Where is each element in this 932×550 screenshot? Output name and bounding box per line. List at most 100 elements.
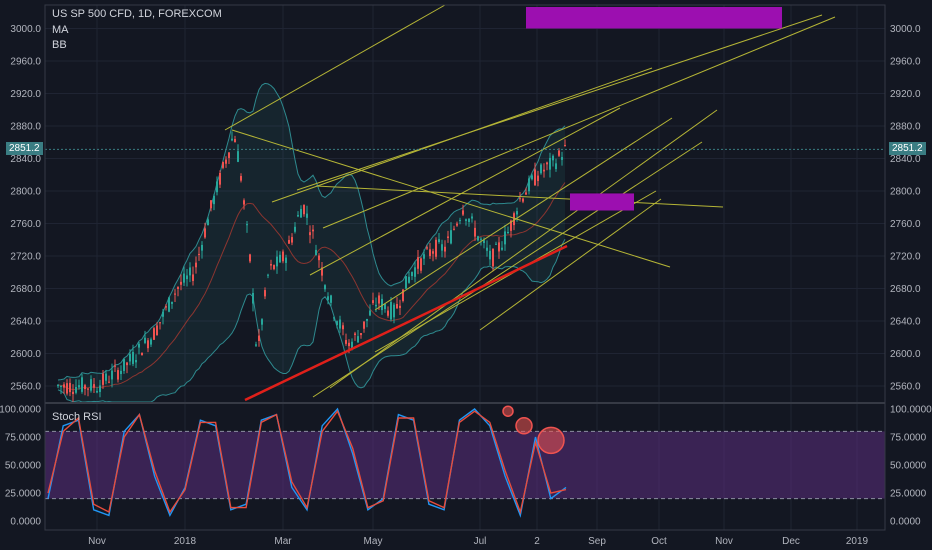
candle-body	[501, 247, 503, 250]
y-tick-label: 2960.0	[890, 57, 921, 68]
stoch-rsi-legend[interactable]: Stoch RSI	[52, 411, 102, 423]
candle-body	[510, 220, 512, 231]
candle-body	[120, 370, 122, 375]
candle-body	[138, 343, 140, 348]
support-line	[244, 244, 568, 402]
x-tick-label: Dec	[782, 536, 800, 547]
candle-body	[339, 319, 341, 329]
candle-body	[123, 358, 125, 371]
candle-body	[516, 211, 518, 215]
stoch-tick-label: 100.0000	[890, 405, 932, 416]
candle-body	[294, 226, 296, 232]
candle-body	[111, 370, 113, 380]
candle-body	[114, 365, 116, 367]
candle-body	[429, 249, 431, 257]
candle-body	[174, 293, 176, 295]
candle-body	[264, 290, 266, 297]
x-tick-label: Mar	[274, 536, 292, 547]
candle-body	[192, 274, 194, 281]
candle-body	[219, 172, 221, 185]
y-tick-label: 2560.0	[890, 382, 921, 393]
candle-body	[456, 223, 458, 226]
candle-body	[210, 200, 212, 209]
current-price-tag-right: 2851.2	[889, 142, 926, 155]
x-tick-label: 2018	[174, 536, 197, 547]
candle-body	[231, 138, 233, 141]
candle-body	[162, 311, 164, 317]
ma-legend[interactable]: MA	[52, 24, 69, 36]
y-tick-label: 2800.0	[10, 187, 41, 198]
stoch-tick-label: 25.0000	[5, 489, 42, 500]
candle-body	[102, 373, 104, 385]
candle-body	[402, 289, 404, 301]
candle-body	[72, 391, 74, 395]
candle-body	[555, 163, 557, 170]
stoch-tick-label: 75.0000	[890, 433, 927, 444]
candle-body	[309, 232, 311, 236]
candle-body	[66, 383, 68, 394]
candle-body	[63, 384, 65, 388]
stoch-marker	[515, 417, 533, 435]
candle-body	[201, 244, 203, 251]
candle-body	[84, 385, 86, 390]
candle-body	[129, 354, 131, 362]
ma-line	[57, 182, 566, 391]
candle-body	[270, 264, 272, 266]
candle-body	[564, 145, 566, 147]
candle-body	[183, 273, 185, 283]
candle-body	[186, 275, 188, 280]
stoch-band	[45, 431, 885, 499]
axes: 2560.0 2560.0 2600.0 2600.0 2640.0 2640.0 2680…	[0, 4, 932, 547]
zones	[526, 7, 782, 211]
candle-body	[468, 218, 470, 222]
candle-body	[243, 200, 245, 205]
y-tick-label: 2720.0	[10, 252, 41, 263]
candle-body	[132, 352, 134, 364]
candle-body	[303, 204, 305, 215]
candle-body	[291, 237, 293, 243]
candle-body	[312, 229, 314, 232]
candle-body	[540, 164, 542, 174]
candle-body	[324, 285, 326, 290]
candle-body	[249, 254, 251, 262]
candle-body	[288, 240, 290, 244]
trendline	[224, 4, 446, 131]
candle-body	[171, 301, 173, 304]
trendline	[329, 109, 718, 389]
candle-body	[153, 328, 155, 340]
y-tick-label: 2880.0	[890, 122, 921, 133]
y-tick-label: 2960.0	[10, 57, 41, 68]
candle-body	[441, 244, 443, 251]
candle-body	[528, 178, 530, 192]
x-tick-label: Nov	[715, 536, 733, 547]
candle-body	[216, 181, 218, 193]
candle-body	[471, 216, 473, 219]
candle-body	[435, 239, 437, 257]
candle-body	[384, 303, 386, 310]
candle-body	[558, 150, 560, 156]
candle-body	[261, 319, 263, 325]
candle-body	[408, 276, 410, 283]
candle-body	[537, 175, 539, 182]
zone-rect	[526, 7, 782, 29]
candle-body	[360, 333, 362, 336]
y-tick-label: 2760.0	[890, 219, 921, 230]
candle-body	[351, 341, 353, 349]
candle-body	[480, 238, 482, 240]
y-tick-label: 2680.0	[10, 284, 41, 295]
candle-body	[147, 340, 149, 349]
candle-body	[135, 360, 137, 363]
candle-body	[222, 162, 224, 168]
candle-body	[195, 262, 197, 268]
candle-body	[279, 254, 281, 263]
candle-body	[75, 386, 77, 393]
candle-body	[459, 219, 461, 221]
candle-body	[444, 246, 446, 252]
candle-body	[315, 249, 317, 256]
candle-body	[423, 254, 425, 259]
bb-legend[interactable]: BB	[52, 39, 67, 51]
x-tick-label: Sep	[588, 536, 606, 547]
candle-body	[363, 321, 365, 329]
candle-body	[399, 305, 401, 308]
